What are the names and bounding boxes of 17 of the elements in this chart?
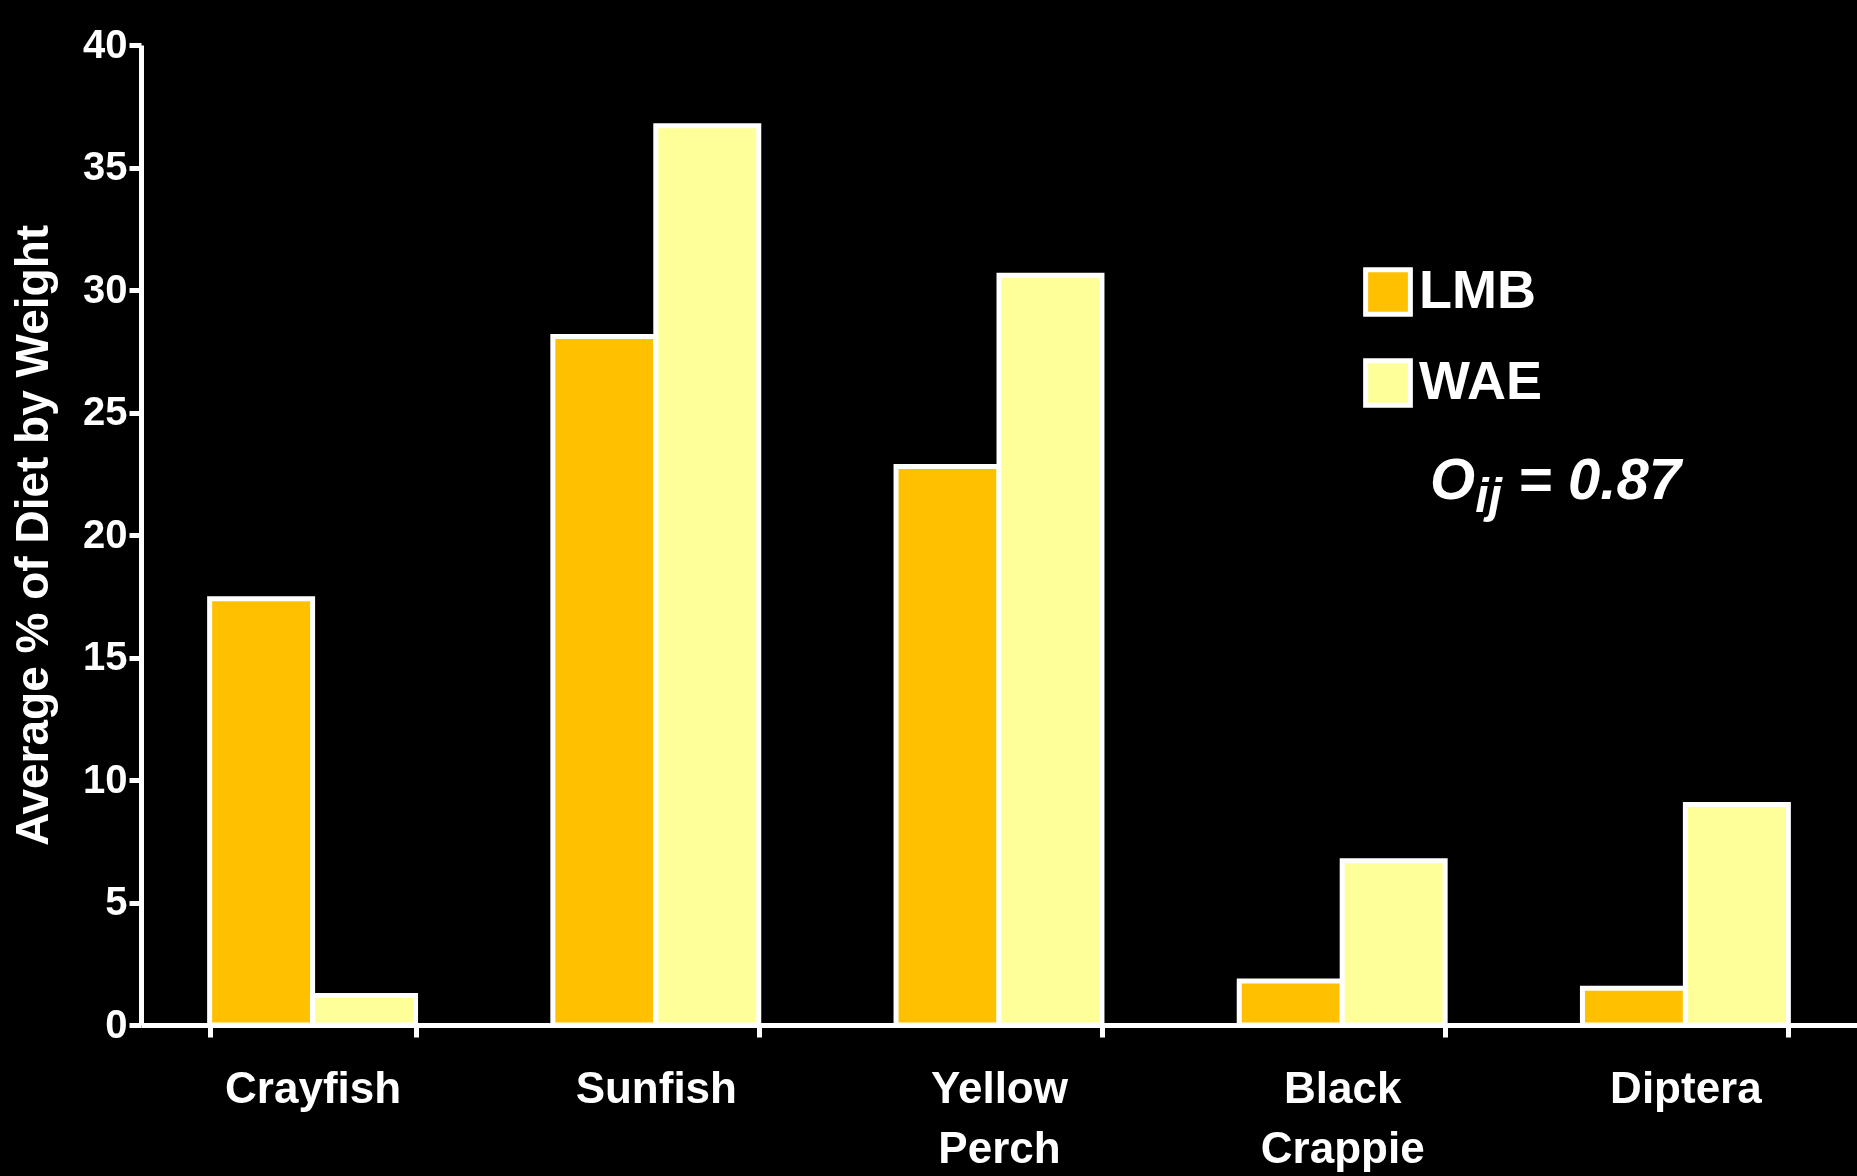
y-tick-label: 10 (83, 756, 128, 801)
x-tick-label: Black Crappie (1260, 1062, 1425, 1172)
y-tick-label: 0 (105, 1001, 128, 1046)
x-tick-label: Sunfish (575, 1062, 737, 1112)
x-tick-label: Diptera (1610, 1062, 1763, 1112)
y-axis-title: Average % of Diet by Weight (6, 224, 59, 847)
legend-label: WAE (1419, 350, 1543, 410)
y-tick-label: 15 (83, 634, 128, 678)
x-tick-label: Yellow Perch (931, 1062, 1069, 1172)
y-tick-label: 20 (83, 511, 128, 556)
x-tick-label: Crayfish (225, 1062, 402, 1112)
y-tick-label: 35 (83, 144, 128, 188)
legend-label: LMB (1419, 259, 1536, 319)
y-tick-label: 25 (83, 389, 128, 433)
y-tick-label: 5 (105, 879, 128, 923)
y-tick-label: 40 (83, 21, 128, 66)
y-tick-label: 30 (83, 266, 128, 311)
